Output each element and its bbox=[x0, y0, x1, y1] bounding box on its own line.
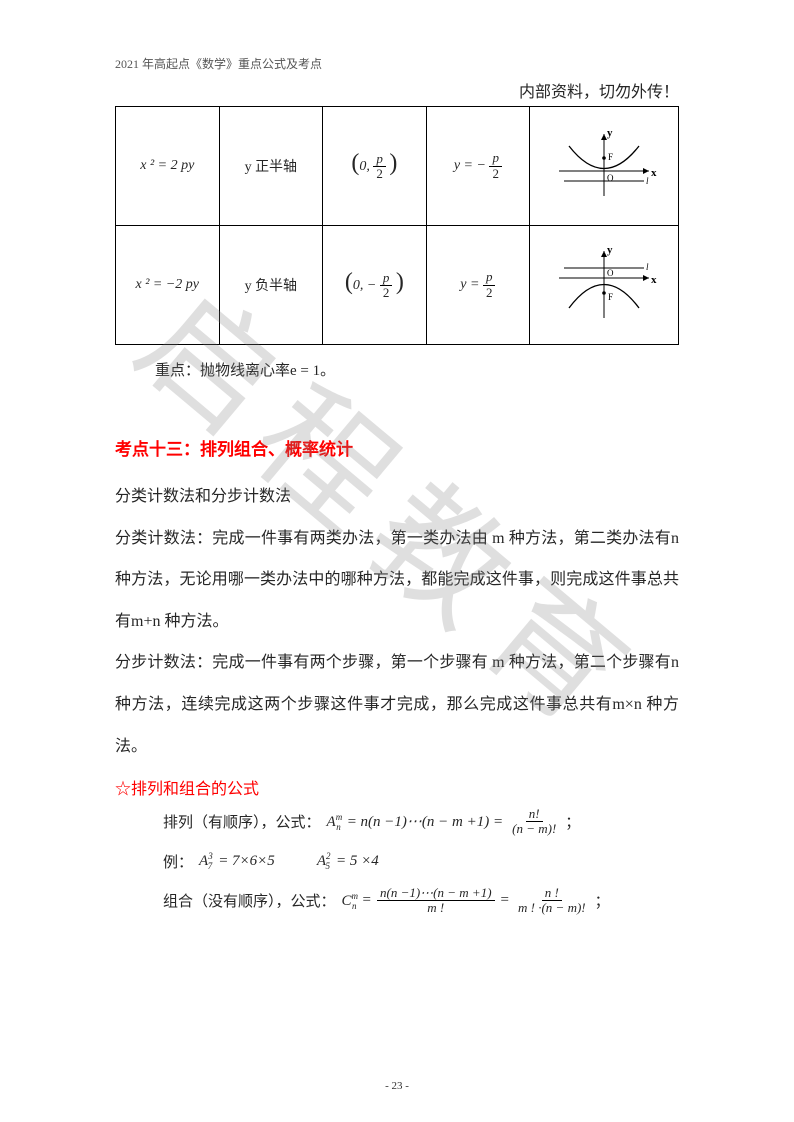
parabola-table: x ² = 2 py y 正半轴 (0, p2 ) y = − p2 x y bbox=[115, 106, 679, 345]
svg-text:F: F bbox=[608, 292, 613, 302]
graph-cell: x y F O l bbox=[530, 226, 679, 345]
permutation-formula: 排列（有顺序），公式： Amn = n(n −1)⋯(n − m +1) = n… bbox=[163, 807, 679, 837]
table-row: x ² = 2 py y 正半轴 (0, p2 ) y = − p2 x y bbox=[116, 107, 679, 226]
page-number: - 23 - bbox=[0, 1080, 794, 1092]
axis-cell: y 正半轴 bbox=[219, 107, 323, 226]
svg-text:y: y bbox=[607, 244, 613, 256]
vertex-cell: (0, − p2 ) bbox=[323, 226, 427, 345]
permutation-example: 例： A37 = 7×6×5 A25 = 5 ×4 bbox=[163, 851, 679, 872]
axis-cell: y 负半轴 bbox=[219, 226, 323, 345]
svg-text:F: F bbox=[608, 152, 613, 162]
equation-cell: x ² = 2 py bbox=[116, 107, 220, 226]
vertex-cell: (0, p2 ) bbox=[323, 107, 427, 226]
equation-cell: x ² = −2 py bbox=[116, 226, 220, 345]
paragraph-2: 分类计数法：完成一件事有两类办法，第一类办法由 m 种方法，第二类办法有n 种方… bbox=[115, 518, 679, 643]
svg-text:l: l bbox=[646, 176, 649, 186]
svg-text:y: y bbox=[607, 127, 613, 139]
table-row: x ² = −2 py y 负半轴 (0, − p2 ) y = p2 x y bbox=[116, 226, 679, 345]
combination-formula: 组合（没有顺序），公式： Cmn = n(n −1)⋯(n − m +1) m … bbox=[163, 886, 679, 916]
svg-text:x: x bbox=[651, 167, 657, 179]
svg-text:l: l bbox=[646, 262, 649, 272]
confidential-notice: 内部资料，切勿外传！ bbox=[115, 78, 679, 102]
directrix-cell: y = p2 bbox=[426, 226, 530, 345]
parabola-down-graph: x y F O l bbox=[549, 243, 659, 328]
section-title: 考点十三：排列组合、概率统计 bbox=[115, 435, 679, 460]
svg-text:O: O bbox=[607, 268, 614, 278]
graph-cell: x y F O l bbox=[530, 107, 679, 226]
svg-text:x: x bbox=[651, 274, 657, 286]
paragraph-3: 分步计数法：完成一件事有两个步骤，第一个步骤有 m 种方法，第二个步骤有n 种方… bbox=[115, 642, 679, 767]
sub-title: ☆排列和组合的公式 bbox=[115, 775, 679, 799]
directrix-cell: y = − p2 bbox=[426, 107, 530, 226]
parabola-up-graph: x y F O l bbox=[549, 126, 659, 206]
paragraph-1: 分类计数法和分步计数法 bbox=[115, 476, 679, 518]
page-header: 2021 年高起点《数学》重点公式及考点 bbox=[115, 55, 679, 72]
emphasis-text: 重点：抛物线离心率e = 1。 bbox=[155, 359, 679, 380]
